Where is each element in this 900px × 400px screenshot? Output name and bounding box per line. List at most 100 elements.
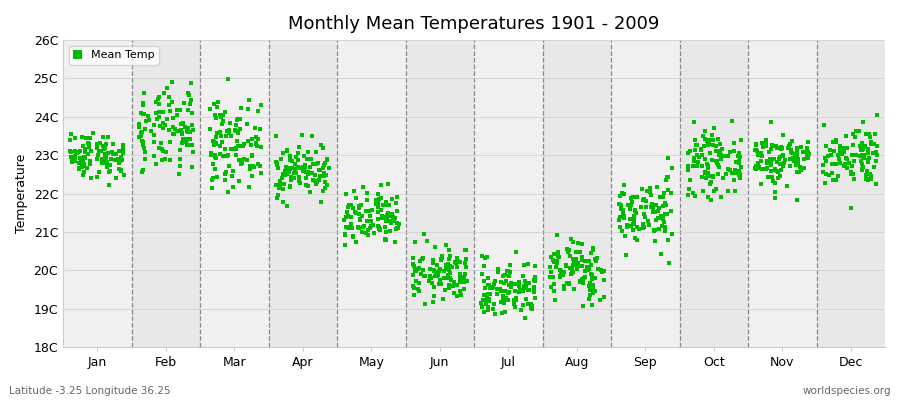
Point [269,160,284,166]
Point [116,150,130,156]
Point [275,150,290,157]
Point [70,149,85,156]
Point [181,124,195,131]
Point [173,147,187,154]
Point [317,173,331,180]
Point [499,309,513,316]
Point [78,148,93,155]
Point [689,162,704,169]
Point [390,194,404,200]
Point [228,127,242,133]
Point [220,128,234,134]
Point [280,203,294,210]
Point [378,237,392,243]
Point [411,280,426,286]
Point [220,153,234,159]
Point [575,241,590,247]
Point [705,179,719,185]
Point [116,142,130,148]
Point [752,165,766,171]
Point [141,117,156,123]
Point [372,226,386,232]
Point [658,224,672,230]
Point [860,146,875,152]
Point [63,148,77,154]
Point [439,242,454,248]
Point [714,156,728,162]
Point [254,102,268,108]
Point [383,228,398,234]
Point [727,167,742,174]
Point [852,143,867,150]
Point [454,292,468,298]
Point [424,274,438,281]
Point [728,168,742,175]
Point [783,140,797,147]
Point [554,268,568,274]
Point [547,258,562,265]
Point [94,148,108,154]
Bar [63,40,131,347]
Point [349,210,364,216]
Point [518,282,533,288]
Point [371,204,385,210]
Point [647,227,662,233]
Point [773,161,788,168]
Point [360,218,374,224]
Point [173,163,187,169]
Point [755,143,770,150]
Legend: Mean Temp: Mean Temp [68,46,159,65]
Point [622,216,636,222]
Point [788,162,803,169]
Point [344,214,358,220]
Point [138,144,152,151]
Point [528,274,543,280]
Point [102,182,116,188]
Point [147,139,161,145]
Point [380,214,394,220]
Point [405,283,419,289]
Point [657,219,671,225]
Point [578,258,592,264]
Point [384,213,399,220]
Point [435,252,449,259]
Point [175,130,189,136]
Point [487,301,501,308]
Point [861,154,876,161]
Point [496,296,510,302]
Point [690,152,705,158]
Point [185,164,200,170]
Point [660,211,674,217]
Point [545,274,560,280]
Point [408,266,422,272]
Point [279,148,293,154]
Point [83,161,97,168]
Point [706,174,720,180]
Point [836,163,850,169]
Point [482,282,496,288]
Point [306,177,320,184]
Point [216,112,230,118]
Point [435,254,449,261]
Point [271,192,285,198]
Point [528,262,543,269]
Point [844,163,859,169]
Point [242,97,256,104]
Point [701,142,716,148]
Point [378,202,392,208]
Point [554,273,568,280]
Point [180,136,194,143]
Point [765,142,779,148]
Point [636,221,651,227]
Point [508,288,522,294]
Point [519,284,534,290]
Point [356,224,370,230]
Point [98,158,112,164]
Point [511,283,526,289]
Point [449,293,464,299]
Point [221,152,236,158]
Point [729,159,743,165]
Point [562,253,577,259]
Point [379,229,393,235]
Point [711,164,725,170]
